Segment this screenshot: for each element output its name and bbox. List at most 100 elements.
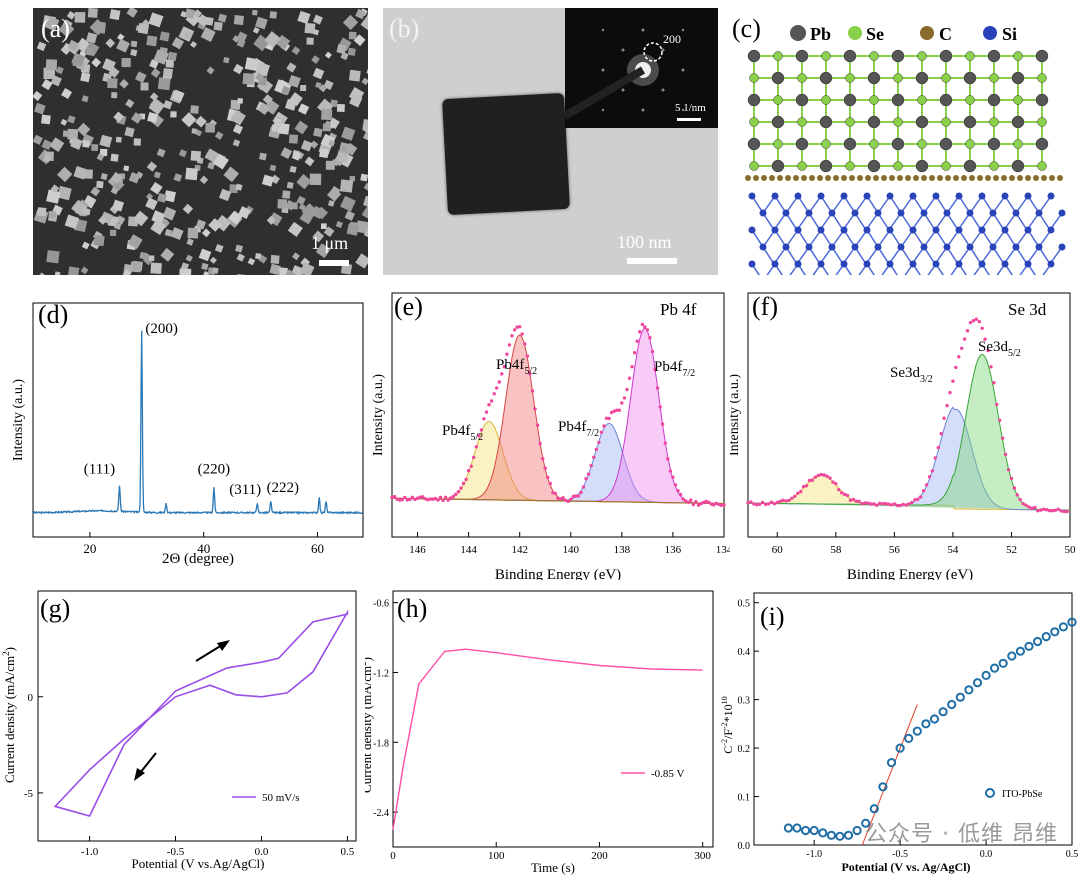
xps-data-point bbox=[1021, 502, 1025, 506]
sem-particle bbox=[223, 57, 230, 64]
xps-data-point bbox=[443, 495, 448, 499]
c-atom bbox=[817, 175, 823, 181]
sem-particle bbox=[294, 120, 309, 135]
sem-particle bbox=[126, 8, 138, 18]
sem-particle bbox=[80, 266, 89, 275]
xps-data-point bbox=[625, 387, 629, 392]
sem-particle bbox=[93, 235, 105, 247]
xps-data-point bbox=[1003, 452, 1008, 457]
xps-data-point bbox=[666, 457, 670, 461]
xps-data-point bbox=[881, 502, 885, 506]
it-ylabel: Current density (mA/cm2) bbox=[365, 657, 374, 793]
xps-data-point bbox=[919, 495, 923, 499]
c-atom bbox=[945, 175, 951, 181]
xrd-peak-label: (111) bbox=[84, 462, 115, 478]
ms-data-point bbox=[835, 831, 845, 841]
xps-data-point bbox=[842, 492, 847, 497]
xps-data-point bbox=[420, 495, 425, 499]
c-atom bbox=[1017, 175, 1023, 181]
sem-particle bbox=[36, 41, 47, 52]
ms-ytick-label: 0.2 bbox=[738, 744, 751, 755]
xps-data-point bbox=[948, 390, 952, 395]
si-atom bbox=[989, 243, 997, 251]
si-atom bbox=[759, 243, 767, 251]
sem-particle bbox=[300, 139, 313, 152]
xps-data-point bbox=[676, 489, 680, 493]
sem-particle bbox=[187, 227, 199, 239]
pb-atom bbox=[939, 49, 953, 63]
xps-data-point bbox=[822, 473, 826, 477]
xps-data-point bbox=[907, 502, 911, 506]
sem-particle bbox=[297, 103, 310, 115]
ms-xtick-label: -1.0 bbox=[806, 849, 822, 860]
c-atom bbox=[993, 175, 999, 181]
xps-data-point bbox=[617, 408, 621, 412]
sem-particle bbox=[284, 269, 297, 275]
panel-e-xps-pb: (e) Pb 4f Intensity (a.u.) Binding Energ… bbox=[370, 285, 730, 580]
c-atom bbox=[937, 175, 943, 181]
xps-data-point bbox=[492, 392, 496, 396]
xps-data-point bbox=[854, 499, 858, 503]
sem-particle bbox=[122, 269, 132, 275]
c-atom bbox=[953, 175, 959, 181]
pb-atom bbox=[915, 115, 929, 129]
xps-data-point bbox=[663, 441, 667, 445]
pb-label-3: Pb4f7/2 bbox=[558, 419, 599, 439]
sem-particle bbox=[237, 97, 244, 104]
xps-data-point bbox=[799, 489, 803, 494]
sem-particle bbox=[130, 49, 138, 57]
si-atom bbox=[771, 226, 779, 234]
sem-particle bbox=[252, 27, 260, 34]
xps-data-point bbox=[410, 495, 415, 499]
sem-particle bbox=[109, 229, 117, 237]
sem-particle bbox=[201, 228, 211, 238]
sem-particle bbox=[150, 219, 167, 235]
si-atom bbox=[1058, 209, 1066, 217]
xps-xtick-label: 134 bbox=[716, 544, 730, 556]
c-atom bbox=[777, 175, 783, 181]
ms-data-point bbox=[801, 825, 811, 836]
sem-particle bbox=[349, 175, 355, 182]
sem-particle bbox=[195, 115, 207, 128]
si-atom bbox=[794, 192, 802, 200]
xps-data-point bbox=[749, 500, 753, 504]
sem-particle bbox=[61, 88, 73, 100]
xps-data-point bbox=[632, 351, 637, 355]
se-atom bbox=[797, 117, 807, 127]
xps-data-point bbox=[403, 495, 407, 500]
sem-particle bbox=[71, 52, 86, 67]
panel-b-tem-image: (b) 200 5 1/nm 100 nm bbox=[383, 8, 718, 275]
xps-se-ylabel: Intensity (a.u.) bbox=[730, 374, 742, 456]
xps-data-point bbox=[487, 403, 491, 407]
c-atom bbox=[873, 175, 879, 181]
sem-particle bbox=[242, 72, 255, 85]
si-atom bbox=[943, 209, 951, 217]
it-ytick-label: -0.6 bbox=[373, 599, 389, 610]
sem-particle bbox=[107, 77, 118, 89]
pb-atom bbox=[747, 49, 761, 63]
pb-atom bbox=[915, 159, 929, 173]
c-atom bbox=[969, 175, 975, 181]
se-atom bbox=[1013, 95, 1023, 105]
si-atom bbox=[909, 260, 917, 268]
sem-particle bbox=[291, 46, 301, 56]
xps-data-point bbox=[840, 491, 844, 495]
sem-particle bbox=[99, 134, 113, 148]
ms-data-point bbox=[1058, 622, 1068, 632]
c-atom bbox=[889, 175, 895, 181]
sem-particle bbox=[282, 190, 291, 199]
si-atom bbox=[805, 243, 813, 251]
ms-data-point bbox=[972, 678, 983, 688]
sem-particle bbox=[309, 140, 319, 149]
xps-data-point bbox=[709, 502, 713, 506]
sem-particle bbox=[353, 34, 366, 47]
sem-particle bbox=[348, 69, 361, 82]
xps-data-point bbox=[405, 498, 409, 502]
si-atom bbox=[932, 226, 940, 234]
sem-particle bbox=[355, 8, 366, 20]
pb-atom bbox=[819, 159, 833, 173]
ms-data-point bbox=[904, 733, 914, 743]
sem-particle bbox=[230, 109, 246, 126]
sem-particle bbox=[363, 182, 368, 192]
xps-data-point bbox=[515, 325, 519, 329]
